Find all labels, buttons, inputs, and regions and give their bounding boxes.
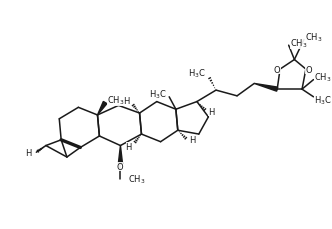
Text: H: H <box>124 97 130 106</box>
Polygon shape <box>98 102 107 115</box>
Text: CH$_3$: CH$_3$ <box>107 94 124 106</box>
Text: H$_3$C: H$_3$C <box>149 88 167 101</box>
Text: CH$_3$: CH$_3$ <box>290 37 307 49</box>
Text: H$_3$C: H$_3$C <box>188 67 206 80</box>
Text: CH$_3$: CH$_3$ <box>128 173 146 185</box>
Text: O: O <box>305 65 312 74</box>
Text: CH$_3$: CH$_3$ <box>314 71 332 84</box>
Text: H: H <box>125 142 132 151</box>
Polygon shape <box>254 84 278 92</box>
Text: O: O <box>116 162 123 171</box>
Text: H: H <box>208 107 215 116</box>
Text: H: H <box>189 136 196 145</box>
Text: H$_3$C: H$_3$C <box>314 94 332 106</box>
Text: H: H <box>26 148 32 157</box>
Text: CH$_3$: CH$_3$ <box>305 31 322 44</box>
Polygon shape <box>118 146 123 164</box>
Text: O: O <box>274 65 281 74</box>
